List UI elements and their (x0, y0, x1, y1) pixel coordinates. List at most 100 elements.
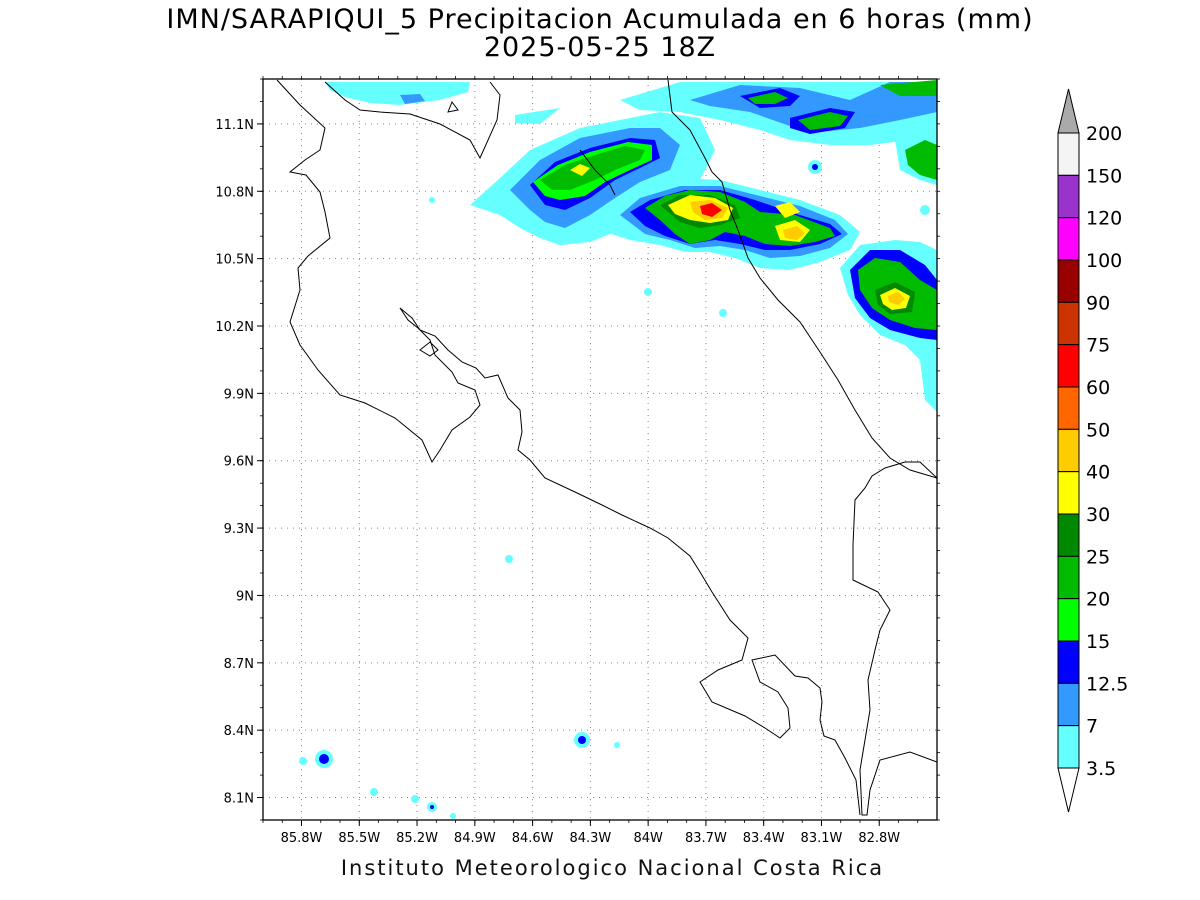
coastlines-and-borders (276, 79, 937, 816)
x-tick-label: 85.5W (338, 831, 380, 846)
precip-dot (505, 555, 513, 563)
y-tick-label: 9.3N (224, 522, 254, 537)
footer-credit: Instituto Meteorologico Nacional Costa R… (340, 856, 885, 880)
y-tick-label: 8.4N (224, 724, 254, 739)
precip-dot (429, 197, 435, 203)
caribbean-coast (667, 79, 937, 479)
colorbar-label: 7 (1086, 716, 1098, 738)
colorbar-label: 100 (1086, 250, 1122, 272)
precip-area-20 (905, 140, 937, 180)
x-tick-label: 84.9W (454, 831, 496, 846)
precip-dot (614, 742, 620, 748)
colorbar-swatch (1057, 682, 1080, 727)
precip-area-60 (700, 203, 722, 217)
precip-area-30 (775, 202, 800, 218)
colorbar-label: 75 (1086, 335, 1110, 357)
colorbar-swatch (1057, 471, 1080, 515)
coastline-pacific-central (399, 307, 861, 816)
precip-dot (430, 805, 434, 809)
precip-area-40 (783, 226, 805, 240)
colorbar-label: 50 (1086, 419, 1110, 441)
x-tick-label: 85.8W (281, 831, 323, 846)
colorbar-swatch (1057, 513, 1080, 557)
precip-area-3.5 (325, 82, 470, 105)
precip-cell-central (600, 178, 860, 270)
colorbar-swatch (1057, 428, 1080, 473)
y-tick-label: 9N (236, 589, 254, 604)
colorbar-label: 3.5 (1086, 758, 1116, 780)
colorbar-label: 40 (1086, 462, 1110, 484)
precip-area-7 (400, 94, 425, 104)
x-tick-label: 84.6W (512, 831, 554, 846)
colorbar-label: 60 (1086, 377, 1110, 399)
colorbar-label: 12.5 (1086, 673, 1128, 695)
border-panama (852, 461, 937, 816)
border-costa-rica-north (579, 149, 616, 196)
precip-area-20 (880, 80, 937, 96)
precip-cells-scattered (299, 160, 930, 819)
x-tick-label: 84W (633, 831, 663, 846)
precip-cell-ne-top (620, 80, 937, 145)
colorbar-label: 20 (1086, 589, 1110, 611)
colorbar-swatch (1057, 344, 1080, 388)
plot-frame (262, 78, 938, 821)
precip-dot (299, 757, 307, 765)
precip-area-20 (748, 92, 788, 104)
chart-title: IMN/SARAPIQUI_5 Precipitacion Acumulada … (166, 4, 1034, 35)
x-axis: 85.8W 85.5W 85.2W 84.9W 84.6W 84.3W 84W 83.7W 83… (262, 76, 919, 846)
precip-area-40 (888, 292, 905, 305)
precip-dot (719, 309, 727, 317)
colorbar-swatch (1057, 386, 1080, 430)
border-nicaragua (324, 81, 501, 160)
x-tick-label: 85.2W (396, 831, 438, 846)
colorbar-label: 30 (1086, 504, 1110, 526)
precip-area-3.5 (515, 108, 560, 124)
colorbar-swatch (1057, 217, 1080, 261)
x-tick-label: 83.7W (685, 831, 727, 846)
colorbar-swatch (1057, 725, 1080, 769)
colorbar-legend: 200 150 120 100 90 75 60 50 40 30 25 20 15 12.5 7 3.5 (1057, 88, 1128, 813)
precip-dot (319, 754, 329, 764)
colorbar-top-arrow (1057, 88, 1080, 134)
x-tick-label: 83.4W (743, 831, 785, 846)
colorbar-label: 120 (1086, 208, 1122, 230)
precip-dot (411, 795, 419, 803)
y-tick-label: 9.9N (224, 387, 254, 402)
colorbar-swatch (1057, 640, 1080, 684)
y-tick-label: 10.2N (215, 320, 254, 335)
colorbar-swatch (1057, 259, 1080, 303)
x-tick-label: 82.8W (858, 831, 900, 846)
precip-area-20 (540, 146, 645, 190)
precip-dot (920, 205, 930, 215)
y-tick-label: 8.1N (224, 792, 254, 807)
precip-dot (812, 164, 818, 170)
coastline-nicaragua-north (276, 79, 481, 464)
y-tick-label: 8.7N (224, 657, 254, 672)
colorbar-label: 90 (1086, 292, 1110, 314)
colorbar-label: 200 (1086, 123, 1122, 145)
precip-cell-east (840, 115, 937, 412)
colorbar-swatch (1057, 174, 1080, 219)
x-tick-label: 84.3W (569, 831, 611, 846)
y-tick-label: 10.8N (215, 185, 254, 200)
y-tick-label: 10.5N (215, 253, 254, 268)
precip-cell-nw (325, 82, 560, 124)
x-tick-label: 83.1W (801, 831, 843, 846)
precip-dot (370, 788, 378, 796)
colorbar-bottom-arrow (1057, 767, 1080, 813)
colorbar-label: 25 (1086, 546, 1110, 568)
chart-subtitle-date: 2025-05-25 18Z (483, 32, 717, 63)
colorbar-swatch (1057, 555, 1080, 600)
precip-dot (578, 736, 586, 744)
precip-dot (644, 288, 652, 296)
precip-area-20 (798, 112, 848, 130)
y-axis: 11.1N 10.8N 10.5N 10.2N 9.9N 9.6N 9.3N 9N 8.7N 8.… (215, 78, 940, 821)
precip-area-30 (570, 164, 590, 176)
colorbar-label: 150 (1086, 165, 1122, 187)
precipitation-field (299, 80, 937, 819)
colorbar-swatch (1057, 301, 1080, 346)
precip-dot (450, 813, 456, 819)
colorbar-swatch (1057, 132, 1080, 176)
colorbar-swatch (1057, 598, 1080, 642)
